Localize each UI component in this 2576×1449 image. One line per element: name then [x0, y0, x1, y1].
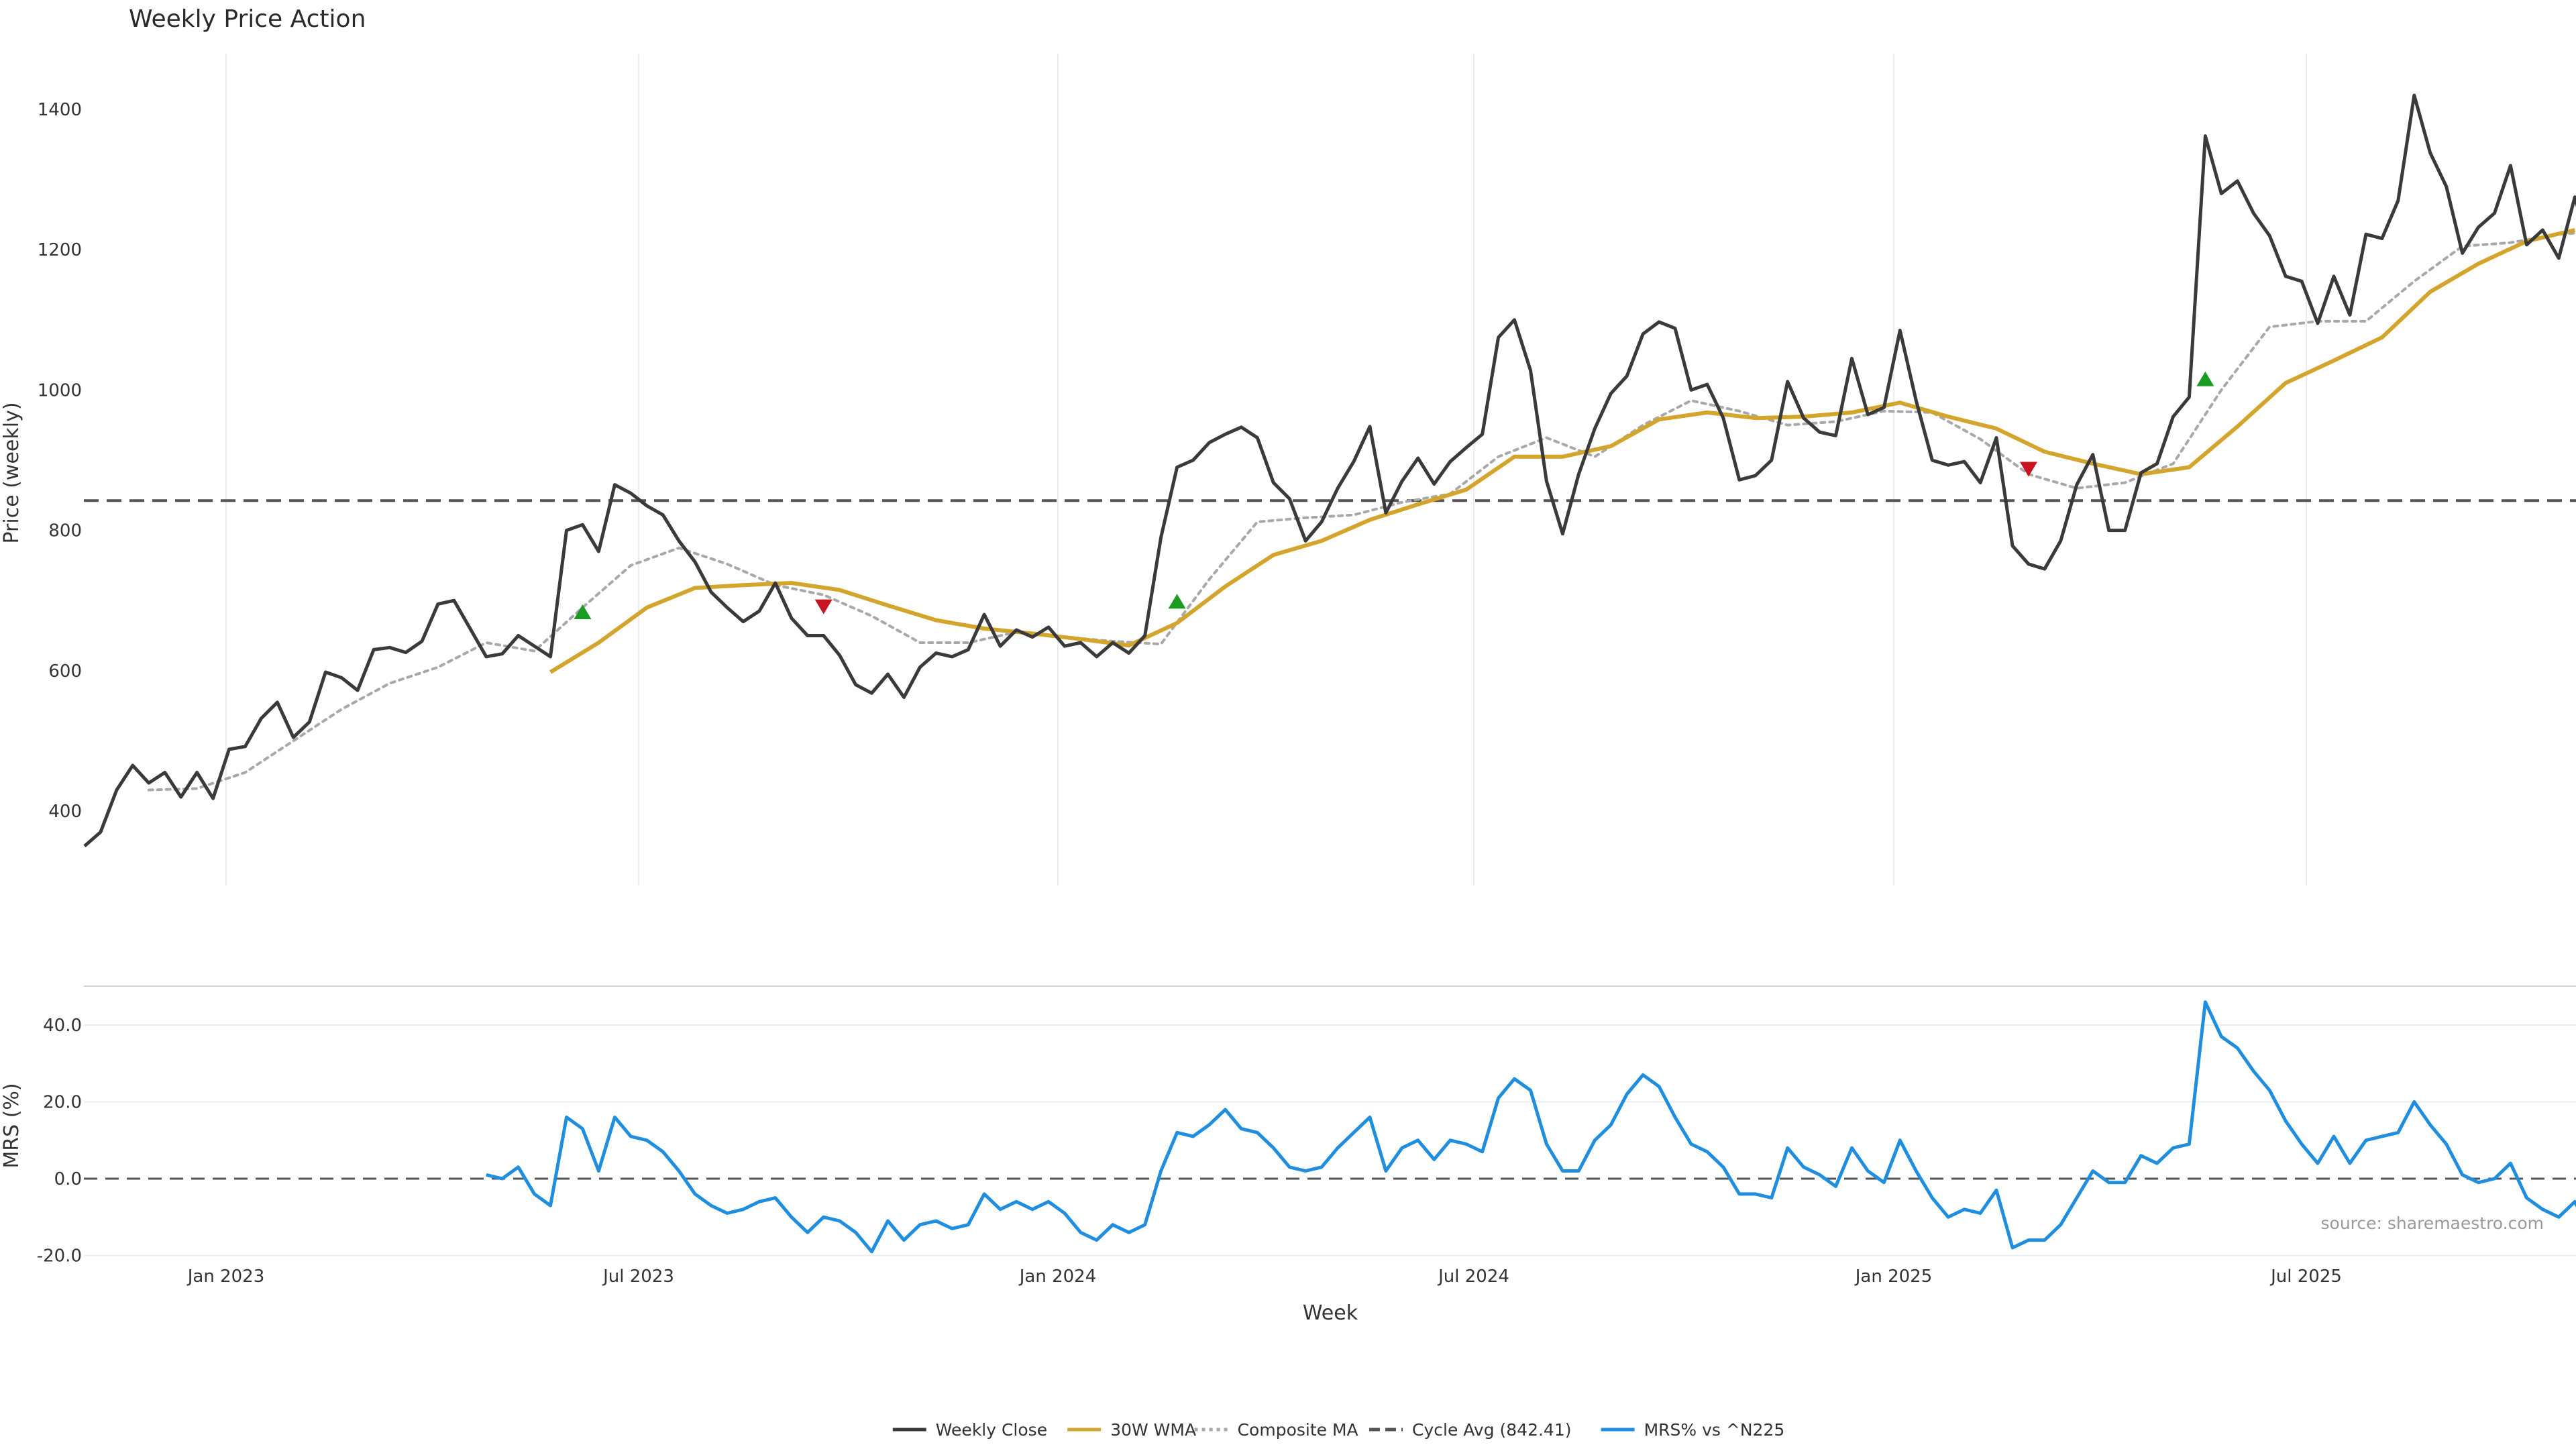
x-tick-1: Jul 2023	[602, 1267, 674, 1287]
x-tick-4: Jan 2025	[1854, 1267, 1933, 1287]
legend-item-4: MRS% vs ^N225	[1601, 1420, 1785, 1440]
legend-label-3: Cycle Avg (842.41)	[1412, 1420, 1572, 1440]
mrs-y-tick-3: 40.0	[43, 1016, 82, 1036]
legend: Weekly Close 30W WMA Composite MA Cycle Avg…	[892, 1420, 1785, 1440]
source-credit: source: sharemaestro.com	[2321, 1214, 2544, 1233]
mrs-y-axis: -20.0 0.0 20.0 40.0	[37, 1016, 82, 1267]
price-y-tick-4: 1200	[38, 240, 82, 260]
price-y-tick-3: 1000	[38, 380, 82, 400]
x-axis: Jan 2023 Jul 2023 Jan 2024 Jul 2024 Jan 2025…	[186, 1267, 2342, 1287]
buy-signal-1	[1168, 594, 1186, 609]
mrs-y-tick-0: -20.0	[37, 1246, 82, 1267]
mrs-y-axis-label: MRS (%)	[0, 1083, 23, 1168]
legend-label-2: Composite MA	[1238, 1420, 1358, 1440]
mrs-y-tick-2: 20.0	[43, 1093, 82, 1113]
legend-item-0: Weekly Close	[892, 1420, 1047, 1440]
mrs-series-group	[84, 1000, 2576, 1254]
legend-item-3: Cycle Avg (842.41)	[1369, 1420, 1572, 1440]
legend-label-1: 30W WMA	[1110, 1420, 1196, 1440]
x-axis-label: Week	[1303, 1301, 1358, 1325]
price-y-axis: 400 600 800 1000 1200 1400	[38, 100, 82, 822]
mrs-y-tick-1: 0.0	[54, 1169, 82, 1189]
wma-30w-line	[549, 227, 2575, 674]
x-tick-0: Jan 2023	[186, 1267, 265, 1287]
price-series-group	[83, 93, 2576, 848]
sell-signal-1	[2019, 462, 2037, 477]
weekly-close-line	[83, 93, 2576, 848]
buy-signal-0	[574, 604, 592, 619]
legend-item-1: 30W WMA	[1067, 1420, 1196, 1440]
composite-ma-line	[147, 231, 2576, 792]
mrs-grid	[84, 985, 2576, 1256]
x-tick-5: Jul 2025	[2269, 1267, 2342, 1287]
x-tick-2: Jan 2024	[1018, 1267, 1097, 1287]
price-y-tick-0: 400	[48, 802, 82, 822]
price-grid	[225, 54, 2307, 885]
x-tick-3: Jul 2024	[1437, 1267, 1509, 1287]
price-y-tick-2: 800	[48, 521, 82, 541]
legend-item-2: Composite MA	[1194, 1420, 1358, 1440]
legend-label-0: Weekly Close	[936, 1420, 1047, 1440]
mrs-line	[486, 1000, 2576, 1254]
legend-label-4: MRS% vs ^N225	[1644, 1420, 1785, 1440]
sell-signal-0	[814, 599, 833, 614]
chart-title: Weekly Price Action	[129, 5, 366, 33]
buy-signal-2	[2196, 371, 2214, 386]
price-y-tick-1: 600	[48, 661, 82, 682]
price-y-tick-5: 1400	[38, 100, 82, 120]
price-y-axis-label: Price (weekly)	[0, 402, 23, 543]
